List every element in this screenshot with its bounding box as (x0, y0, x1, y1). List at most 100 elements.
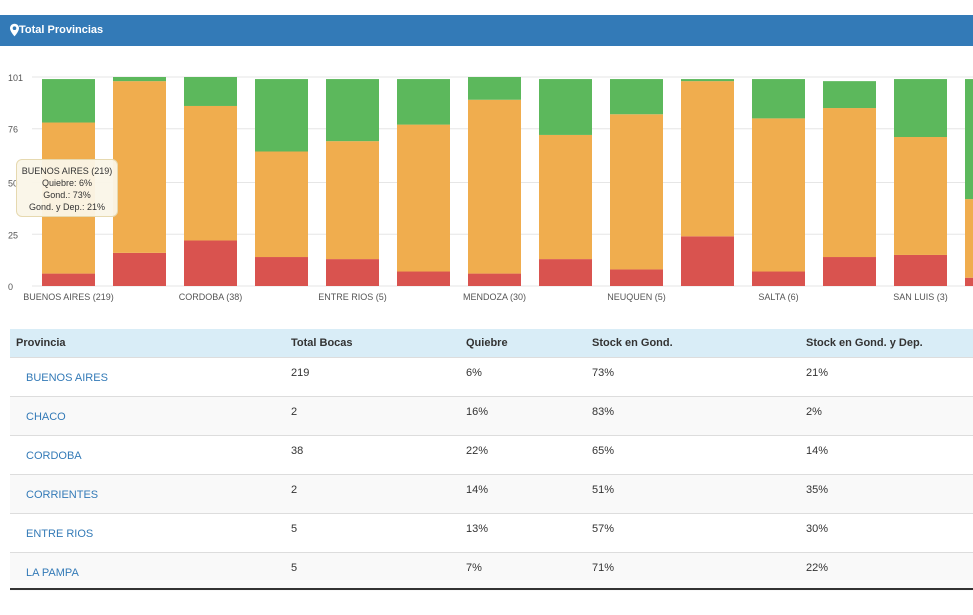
province-link[interactable]: CORDOBA (26, 449, 82, 462)
panel-header: Total Provincias (0, 15, 973, 46)
table-cell: 65% (592, 444, 615, 457)
cell-provincia: LA PAMPA (10, 552, 285, 591)
table-cell: 5 (291, 561, 298, 574)
table-cell: 2 (291, 483, 298, 496)
bar-segment-gond-dep (681, 79, 734, 82)
table-cell: 14% (466, 483, 489, 496)
cell-provincia: ENTRE RIOS (10, 513, 285, 552)
y-tick-label: 25 (8, 230, 18, 240)
bar-segment-gond-dep (894, 79, 947, 138)
table-row: BUENOS AIRES 219 6% 73% 21% (10, 357, 973, 396)
bar-segment-gond (326, 141, 379, 260)
map-marker-icon (10, 23, 19, 37)
cell-provincia: CORRIENTES (10, 474, 285, 513)
table-cell: 219 (291, 366, 310, 379)
bar-segment-quiebre (752, 271, 805, 286)
bar-segment-gond-dep (965, 79, 973, 200)
bar-segment-gond (255, 151, 308, 258)
table-cell: 51% (592, 483, 615, 496)
table-cell: 2 (291, 405, 298, 418)
cell-provincia: BUENOS AIRES (10, 357, 285, 396)
cell-provincia: CORDOBA (10, 435, 285, 474)
bar-segment-gond-dep (752, 79, 805, 119)
x-tick-label: NEUQUEN (5) (607, 292, 666, 302)
table-cell: 22% (806, 561, 829, 574)
bar-segment-quiebre (326, 259, 379, 286)
table-cell: 22% (466, 444, 489, 457)
table-cell: 71% (592, 561, 615, 574)
bar-segment-gond-dep (539, 79, 592, 135)
table-bottom-border (10, 588, 973, 590)
table-cell: 16% (466, 405, 489, 418)
col-header-stock-gond-dep[interactable]: Stock en Gond. y Dep. (806, 336, 923, 349)
table-cell: 13% (466, 522, 489, 535)
bar-segment-quiebre (965, 277, 973, 286)
col-header-quiebre[interactable]: Quiebre (466, 336, 508, 349)
bar-segment-quiebre (397, 271, 450, 286)
stacked-bar-chart: 0 25 50 76 101 BUENOS AIRES (219) CORDOBA (38)… (8, 73, 973, 302)
tooltip-title: BUENOS AIRES (219) (21, 166, 113, 176)
bar-segment-quiebre (113, 252, 166, 286)
bar-segment-gond (752, 118, 805, 272)
provinces-table: Provincia Total Bocas Quiebre Stock en G… (10, 329, 973, 591)
province-link[interactable]: ENTRE RIOS (26, 527, 94, 540)
panel-title: Total Provincias (19, 24, 104, 36)
bar-segment-gond (965, 199, 973, 278)
province-link[interactable]: CORRIENTES (26, 488, 99, 501)
chart-tooltip: BUENOS AIRES (219) Quiebre: 6% Gond.: 73… (16, 159, 118, 217)
bar-segment-gond-dep (468, 77, 521, 100)
y-tick-label: 101 (8, 73, 23, 83)
bar-segment-gond (397, 124, 450, 272)
bar-segment-gond (681, 81, 734, 237)
table-cell: 30% (806, 522, 829, 535)
table-header-row: Provincia Total Bocas Quiebre Stock en G… (10, 329, 973, 357)
bar-segment-quiebre (255, 257, 308, 286)
bar-segment-quiebre (894, 254, 947, 286)
y-tick-label: 0 (8, 282, 13, 292)
table-cell: 38 (291, 444, 304, 457)
bar-segment-gond-dep (397, 79, 450, 125)
table-cell: 73% (592, 366, 615, 379)
x-tick-label: SAN LUIS (3) (893, 292, 948, 302)
table-row: LA PAMPA 5 7% 71% 22% (10, 552, 973, 591)
bar-segment-gond (539, 134, 592, 260)
bar-segment-gond (468, 99, 521, 274)
bar-segment-quiebre (468, 273, 521, 286)
bar-segment-gond (184, 105, 237, 241)
bar-segment-quiebre (539, 259, 592, 286)
table-cell: 2% (806, 405, 822, 418)
bar-segment-gond (894, 137, 947, 255)
table-cell: 21% (806, 366, 829, 379)
table-cell: 83% (592, 405, 615, 418)
bar-segment-gond-dep (255, 79, 308, 152)
x-tick-label: BUENOS AIRES (219) (23, 292, 114, 302)
table-row: CHACO 2 16% 83% 2% (10, 396, 973, 435)
x-tick-label: MENDOZA (30) (463, 292, 526, 302)
bar-segment-gond (113, 81, 166, 253)
provinces-table-wrap: Provincia Total Bocas Quiebre Stock en G… (10, 329, 973, 591)
x-tick-label: SALTA (6) (758, 292, 798, 302)
province-link[interactable]: CHACO (26, 410, 66, 423)
table-row: CORDOBA 38 22% 65% 14% (10, 435, 973, 474)
x-tick-label: CORDOBA (38) (179, 292, 243, 302)
x-tick-label: ENTRE RIOS (5) (318, 292, 387, 302)
table-row: ENTRE RIOS 5 13% 57% 30% (10, 513, 973, 552)
bar-segment-quiebre (681, 236, 734, 286)
table-cell: 14% (806, 444, 829, 457)
table-cell: 35% (806, 483, 829, 496)
table-cell: 6% (466, 366, 482, 379)
bar-segment-quiebre (184, 240, 237, 286)
province-link[interactable]: LA PAMPA (26, 566, 79, 579)
table-cell: 7% (466, 561, 482, 574)
bar-segment-gond (610, 114, 663, 270)
tooltip-line-gond-dep: Gond. y Dep.: 21% (28, 202, 106, 212)
province-link[interactable]: BUENOS AIRES (26, 371, 108, 384)
col-header-total-bocas[interactable]: Total Bocas (291, 336, 353, 349)
table-row: CORRIENTES 2 14% 51% 35% (10, 474, 973, 513)
col-header-stock-gond[interactable]: Stock en Gond. (592, 336, 673, 349)
tooltip-line-gond: Gond.: 73% (43, 190, 91, 200)
col-header-provincia[interactable]: Provincia (16, 336, 66, 349)
bar-segment-quiebre (610, 269, 663, 286)
bar-segment-gond-dep (42, 79, 95, 123)
bar-segment-gond-dep (326, 79, 379, 142)
